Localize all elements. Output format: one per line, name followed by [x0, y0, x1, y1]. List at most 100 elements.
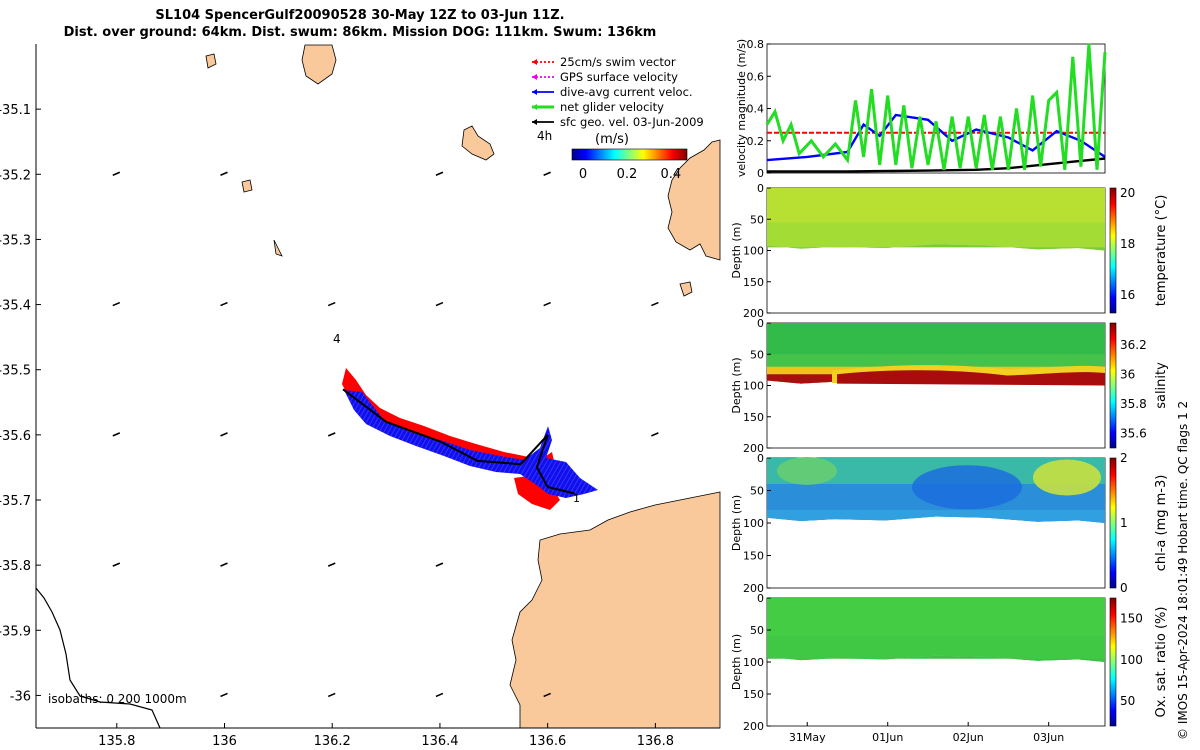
- chla-patch: [777, 457, 837, 485]
- oxygen-colorbar-tick: 100: [1120, 653, 1143, 667]
- geo-vector-arrow: [112, 301, 121, 307]
- temperature-colorbar-tick: 18: [1120, 237, 1135, 251]
- salinity-colorbar-tick: 35.6: [1120, 426, 1147, 440]
- chl-a-ytick-label: 100: [743, 517, 764, 530]
- island-4: [241, 179, 253, 193]
- legend-arrowhead: [532, 74, 537, 80]
- velocity-ytick-label: 0: [757, 167, 764, 180]
- map-ytick-label: -35.7: [0, 494, 31, 509]
- geo-vector-arrow: [543, 171, 551, 177]
- geo-vector-arrow: [435, 301, 444, 307]
- map-ytick-label: -35.6: [0, 429, 31, 444]
- temperature-ytick-label: 150: [743, 276, 764, 289]
- island-1: [301, 44, 337, 85]
- isobath-line: [35, 587, 161, 729]
- land-south-peninsula: [509, 491, 721, 729]
- geo-vector-arrow: [327, 301, 336, 307]
- time-xtick-label: 02Jun: [953, 731, 984, 744]
- geo-vector-arrow: [327, 692, 336, 698]
- salinity-ytick-label: 150: [743, 411, 764, 424]
- temperature-ytick-label: 100: [743, 245, 764, 258]
- map-ytick-label: -35.5: [0, 364, 31, 379]
- geo-vector-arrow: [435, 692, 444, 698]
- chl-a-colorbar-tick: 1: [1120, 516, 1128, 530]
- velocity-ylabel: velocity magnitude (m/s): [735, 39, 748, 177]
- day-marker-1: 1: [573, 492, 580, 505]
- chl-a-ytick-label: 150: [743, 550, 764, 563]
- geo-vector-arrow: [651, 432, 659, 437]
- salinity-ytick-label: 50: [750, 348, 764, 361]
- temperature-colorbar-label: temperature (°C): [1154, 195, 1169, 307]
- temperature-colorbar-tick: 20: [1120, 186, 1135, 200]
- legend-arrowhead: [532, 89, 537, 95]
- speed-colorbar: (m/s) 0 0.2 0.4: [571, 132, 688, 182]
- chl-a-colorbar-tick: 0: [1120, 581, 1128, 595]
- speed-colorbar-bar: [571, 148, 688, 161]
- temperature-colorbar-tick: 16: [1120, 288, 1135, 302]
- island-2: [461, 125, 495, 161]
- time-xtick-label: 03Jun: [1033, 731, 1064, 744]
- chla-patch: [1033, 459, 1101, 496]
- chl-a-colorbar-label: chl-a (mg m-3): [1154, 475, 1169, 572]
- map-xtick-label: 136.2: [314, 734, 351, 749]
- chl-a-colorbar: [1109, 457, 1117, 589]
- oxygen-ytick-label: 50: [750, 624, 764, 637]
- map-ytick-label: -35.4: [0, 299, 31, 314]
- geo-vector-arrow: [112, 171, 121, 177]
- island-6: [679, 281, 693, 297]
- geo-vector-arrow: [220, 432, 228, 437]
- chl-a-band: [767, 510, 1105, 523]
- salinity-section: 0 50 100 150 200 Depth (m) 36.2 36 35.8 35.6 salin…: [730, 317, 1169, 455]
- map-panel: 135.8 136 136.2 136.4 136.6 136.8 -35.1 -35.2 -…: [0, 44, 721, 749]
- temperature-ytick-label: 50: [750, 213, 764, 226]
- isobath-label: isobaths: 0 200 1000m: [48, 692, 187, 706]
- temperature-ylabel: Depth (m): [730, 222, 743, 278]
- map-xtick-label: 136.4: [421, 734, 458, 749]
- geo-vector-arrow: [112, 432, 121, 437]
- geo-vector-arrow: [220, 692, 228, 698]
- velocity-series-net-glider: [765, 43, 1107, 171]
- map-xtick-label: 136: [212, 734, 237, 749]
- oxygen-colorbar-tick: 50: [1120, 694, 1135, 708]
- oxygen-colorbar-tick: 150: [1120, 612, 1143, 626]
- salinity-colorbar-label: salinity: [1154, 362, 1169, 409]
- colorbar-tick-label: 0.2: [617, 167, 638, 182]
- temperature-band: [767, 244, 1105, 251]
- map-title-line1: SL104 SpencerGulf20090528 30-May 12Z to …: [155, 8, 565, 23]
- geo-vector-field: [112, 171, 659, 698]
- legend-arrowhead: [532, 59, 537, 65]
- geo-vector-arrow: [112, 562, 121, 567]
- oxygen-ytick-label: 0: [757, 592, 764, 605]
- map-ytick-label: -35.8: [0, 559, 31, 574]
- map-ytick-label: -35.1: [0, 103, 31, 118]
- map-title-line2: Dist. over ground: 64km. Dist. swum: 86k…: [63, 25, 657, 40]
- legend-label: dive-avg current veloc.: [560, 85, 693, 99]
- oxygen-colorbar: [1109, 597, 1117, 727]
- velocity-panel: 0 0.2 0.4 0.6 0.8 velocity magnitude (m/s): [735, 38, 1107, 180]
- land-east-coast: [667, 139, 721, 261]
- map-ytick-label: -35.3: [0, 233, 31, 248]
- legend-label: sfc geo. vel. 03-Jun-2009: [560, 115, 704, 129]
- oxygen-band: [767, 636, 1105, 662]
- temperature-section: 0 50 100 150 200 Depth (m) 20 18 16 temperature (…: [730, 182, 1169, 320]
- temperature-ytick-label: 0: [757, 182, 764, 195]
- chl-a-ytick-label: 50: [750, 485, 764, 498]
- island-3: [205, 53, 217, 69]
- oxygen-ylabel: Depth (m): [730, 634, 743, 690]
- salinity-colorbar: [1109, 322, 1117, 449]
- legend-arrowhead: [532, 119, 537, 125]
- legend-arrowhead: [532, 104, 537, 110]
- salinity-ytick-label: 100: [743, 380, 764, 393]
- oxygen-colorbar-label: Ox. sat. ratio (%): [1154, 607, 1169, 718]
- geo-vector-arrow: [327, 432, 336, 437]
- speed-colorbar-label: (m/s): [595, 132, 629, 147]
- legend-label: GPS surface velocity: [560, 70, 678, 84]
- geo-vector-arrow: [435, 171, 444, 177]
- temperature-band: [767, 222, 1105, 251]
- map-xtick-label: 136.6: [529, 734, 566, 749]
- time-xtick-label: 01Jun: [872, 731, 903, 744]
- velocity-ytick-label: 0.8: [747, 38, 765, 51]
